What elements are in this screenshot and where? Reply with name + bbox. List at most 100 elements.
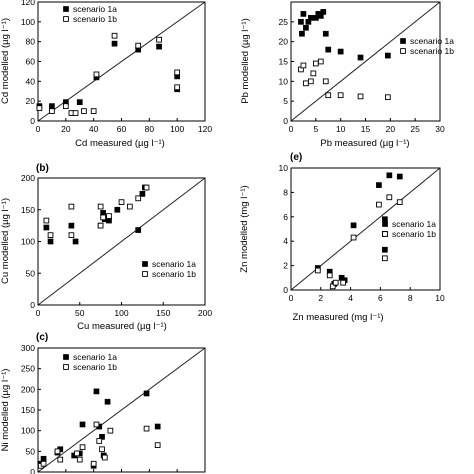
data-point-scenario-1a bbox=[135, 227, 142, 233]
data-point-scenario-1b bbox=[106, 213, 112, 219]
legend-label: scenario 1a bbox=[410, 36, 454, 46]
y-tick-label: 20 bbox=[279, 37, 289, 47]
x-tick-label: 200 bbox=[198, 308, 212, 318]
data-point-scenario-1a bbox=[76, 99, 83, 106]
y-tick-label: 60 bbox=[26, 57, 36, 67]
panel-4: 0 50 100 150 200 250 300 Ni modelled (µg l⁻¹) (c… bbox=[0, 332, 206, 474]
y-tick-label: 15 bbox=[279, 57, 289, 67]
data-point-scenario-1a bbox=[303, 24, 309, 31]
data-point-scenario-1a bbox=[350, 222, 357, 229]
data-point-scenario-1b bbox=[310, 70, 317, 77]
data-point-scenario-1b bbox=[72, 110, 79, 116]
data-point-scenario-1a bbox=[396, 173, 403, 180]
y-tick-label: 20 bbox=[26, 96, 36, 106]
legend-marker bbox=[63, 354, 69, 360]
data-point-scenario-1b bbox=[118, 199, 125, 205]
y-tick-label: 80 bbox=[26, 37, 36, 47]
x-tick-label: 30 bbox=[435, 124, 445, 134]
x-tick-label: 6 bbox=[378, 293, 383, 303]
y-tick-label: 50 bbox=[26, 446, 36, 456]
data-point-scenario-1b bbox=[93, 71, 100, 78]
data-point-scenario-1b bbox=[68, 203, 75, 210]
legend-label: scenario 1b bbox=[410, 46, 454, 56]
legend-marker bbox=[142, 261, 148, 267]
y-tick-label: 0 bbox=[30, 116, 35, 126]
data-point-scenario-1b bbox=[326, 272, 333, 279]
data-point-scenario-1a bbox=[114, 206, 121, 213]
data-point-scenario-1b bbox=[68, 232, 75, 239]
legend-marker bbox=[382, 221, 388, 227]
y-axis-label: Pb modelled (µg l⁻¹) bbox=[240, 18, 251, 103]
y-tick-label: 8 bbox=[283, 187, 288, 197]
legend-marker bbox=[142, 271, 148, 277]
data-point-scenario-1b bbox=[332, 279, 339, 286]
data-point-scenario-1b bbox=[126, 203, 133, 210]
data-point-scenario-1b bbox=[329, 283, 336, 290]
x-tick-label: 60 bbox=[117, 124, 127, 134]
data-point-scenario-1a bbox=[308, 15, 314, 21]
one-to-one-line bbox=[37, 347, 206, 473]
y-tick-label: 40 bbox=[26, 76, 36, 86]
x-tick-label: 25 bbox=[410, 124, 420, 134]
data-point-scenario-1b bbox=[107, 427, 114, 434]
data-point-scenario-1b bbox=[385, 94, 391, 101]
data-point-scenario-1a bbox=[382, 246, 388, 253]
legend-marker bbox=[382, 231, 388, 237]
data-point-scenario-1b bbox=[100, 214, 106, 221]
data-point-scenario-1b bbox=[325, 92, 332, 99]
data-point-scenario-1a bbox=[68, 222, 75, 229]
x-tick-label: 40 bbox=[89, 124, 99, 134]
data-point-scenario-1a bbox=[382, 216, 388, 223]
data-point-scenario-1a bbox=[143, 390, 150, 397]
x-tick-label: 0 bbox=[36, 308, 41, 318]
y-axis-label: Cu modelled (µg l⁻¹) bbox=[0, 198, 11, 284]
data-point-scenario-1a bbox=[104, 398, 111, 405]
y-tick-label: 25 bbox=[279, 17, 289, 27]
x-tick-label: 8 bbox=[408, 293, 413, 303]
x-tick-label: 120 bbox=[198, 124, 212, 134]
data-point-scenario-1b bbox=[386, 194, 393, 201]
data-point-scenario-1b bbox=[312, 60, 319, 67]
legend-marker bbox=[400, 48, 406, 54]
y-tick-label: 0 bbox=[30, 467, 35, 474]
data-point-scenario-1b bbox=[174, 84, 181, 91]
one-to-one-line bbox=[37, 177, 206, 306]
data-point-scenario-1a bbox=[79, 421, 86, 428]
data-point-scenario-1a bbox=[47, 238, 54, 245]
data-point-scenario-1b bbox=[54, 448, 61, 455]
y-tick-label: 100 bbox=[21, 237, 35, 247]
x-tick-label: 100 bbox=[114, 308, 128, 318]
data-point-scenario-1b bbox=[135, 42, 142, 49]
data-point-scenario-1b bbox=[308, 78, 314, 85]
panel-label: (b) bbox=[36, 163, 49, 174]
x-tick-label: 150 bbox=[156, 308, 170, 318]
data-point-scenario-1a bbox=[93, 388, 100, 395]
data-point-scenario-1a bbox=[299, 30, 305, 37]
y-axis-label: Ni modelled (µg l⁻¹) bbox=[0, 369, 11, 452]
legend-label: scenario 1a bbox=[152, 259, 196, 269]
data-point-scenario-1a bbox=[72, 238, 79, 245]
y-tick-label: 4 bbox=[283, 236, 288, 246]
data-point-scenario-1b bbox=[36, 105, 43, 111]
y-tick-label: 250 bbox=[21, 364, 35, 374]
data-point-scenario-1b bbox=[79, 444, 86, 451]
data-point-scenario-1a bbox=[49, 103, 55, 109]
y-tick-label: 150 bbox=[21, 205, 35, 215]
data-point-scenario-1b bbox=[90, 108, 97, 114]
data-point-scenario-1b bbox=[135, 195, 142, 202]
y-tick-label: 300 bbox=[21, 343, 35, 353]
data-point-scenario-1a bbox=[40, 455, 47, 462]
data-point-scenario-1b bbox=[111, 32, 118, 39]
x-tick-label: 15 bbox=[361, 124, 371, 134]
data-point-scenario-1b bbox=[101, 454, 108, 461]
x-tick-label: 80 bbox=[145, 124, 155, 134]
data-point-scenario-1b bbox=[303, 80, 309, 87]
x-tick-label: 2 bbox=[318, 293, 323, 303]
data-point-scenario-1b bbox=[396, 199, 403, 206]
data-point-scenario-1b bbox=[357, 93, 364, 100]
data-point-scenario-1a bbox=[386, 172, 393, 179]
data-point-scenario-1b bbox=[96, 438, 103, 444]
data-point-scenario-1a bbox=[376, 182, 382, 188]
data-point-scenario-1b bbox=[97, 203, 104, 210]
data-point-scenario-1b bbox=[40, 460, 47, 467]
